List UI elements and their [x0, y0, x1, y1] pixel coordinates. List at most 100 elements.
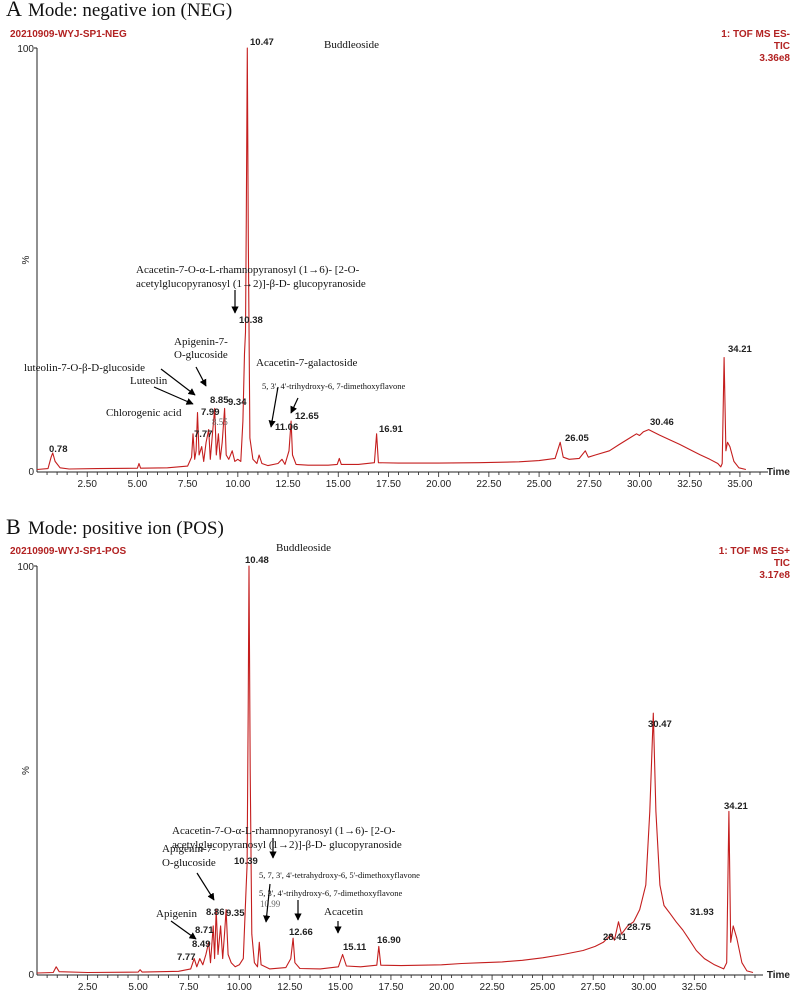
compound-annotation: acetylglucopyranosyl (1→2)]-β-D- glucopy…	[172, 839, 402, 851]
peak-label: 8.85	[210, 395, 229, 406]
peak-label: 16.90	[377, 935, 401, 946]
peak-label: 30.47	[648, 719, 672, 730]
panel-b: B Mode: positive ion (POS) 20210909-WYJ-SP…	[6, 514, 790, 992]
x-tick-label: 5.00	[128, 982, 148, 992]
detector-info: TIC	[774, 41, 790, 52]
x-tick-label: 7.50	[178, 479, 198, 490]
annotation-arrow	[160, 368, 196, 396]
panel-title: Mode: negative ion (NEG)	[28, 0, 232, 21]
compound-annotation: Acacetin	[324, 906, 364, 918]
x-tick-label: 17.50	[378, 982, 403, 992]
peak-label: 9.35	[226, 908, 245, 919]
peak-label: 11.06	[275, 422, 298, 433]
compound-annotation: acetylglucopyranosyl (1→2)]-β-D- glucopy…	[136, 278, 366, 290]
compound-annotation: Buddleoside	[324, 39, 379, 51]
x-tick-label: 10.00	[227, 982, 252, 992]
compound-annotation: Acacetin-7-O-α-L-rhamnopyranosyl (1→6)- …	[172, 825, 396, 837]
compound-annotation: Chlorogenic acid	[106, 407, 182, 419]
x-tick-label: 2.50	[77, 479, 97, 490]
detector-info: TIC	[774, 558, 790, 569]
annotation-arrow	[290, 397, 299, 414]
compound-annotation: Apigenin-7-	[162, 843, 216, 855]
detector-info: 3.36e8	[759, 53, 790, 64]
peak-label: 34.21	[728, 344, 752, 355]
peak-label: 7.77	[194, 429, 213, 440]
x-tick-label: 15.00	[326, 479, 351, 490]
x-axis-title: Time	[767, 970, 791, 981]
y-axis-label: %	[21, 255, 32, 264]
panel-letter: B	[6, 514, 21, 539]
x-tick-label: 22.50	[480, 982, 505, 992]
x-tick-label: 27.50	[581, 982, 606, 992]
x-tick-label: 32.50	[682, 982, 707, 992]
peak-label: 15.11	[343, 942, 367, 953]
compound-annotation: Buddleoside	[276, 542, 331, 554]
x-tick-label: 17.50	[376, 479, 401, 490]
tic-trace	[36, 47, 747, 471]
peak-label: 10.48	[245, 555, 269, 566]
peak-label: 9.34	[228, 397, 247, 408]
y-tick-label: 0	[28, 467, 34, 478]
x-tick-label: 25.00	[530, 982, 555, 992]
peak-label: 30.46	[650, 417, 674, 428]
x-tick-label: 35.00	[727, 479, 752, 490]
x-tick-label: 32.50	[677, 479, 702, 490]
detector-info: 1: TOF MS ES-	[721, 29, 790, 40]
peak-label: 10.47	[250, 37, 274, 48]
x-tick-label: 30.00	[631, 982, 656, 992]
compound-annotation: 5, 3', 4'-trihydroxy-6, 7-dimethoxyflavo…	[262, 381, 406, 391]
peak-label: 34.21	[724, 801, 748, 812]
compound-annotation: luteolin-7-O-β-D-glucoside	[24, 362, 145, 374]
annotation-arrow	[263, 883, 271, 923]
x-tick-label: 12.50	[276, 479, 301, 490]
detector-info: 3.17e8	[759, 570, 790, 581]
peak-label: 8.71	[195, 925, 214, 936]
compound-annotation: Apigenin	[156, 908, 197, 920]
y-tick-label: 0	[28, 970, 34, 981]
peak-label: 10.99	[260, 899, 281, 909]
x-tick-label: 22.50	[476, 479, 501, 490]
peak-label: 0.78	[49, 444, 68, 455]
sample-name: 20210909-WYJ-SP1-NEG	[10, 29, 127, 40]
tic-trace	[36, 565, 754, 974]
compound-annotation: O-glucoside	[174, 349, 228, 361]
peak-label: 28.75	[627, 922, 651, 933]
compound-annotation: Apigenin-7-	[174, 336, 228, 348]
y-axis-label: %	[21, 766, 32, 775]
annotation-arrow	[196, 872, 215, 901]
peak-label: 7.77	[177, 952, 196, 963]
peak-label: 16.91	[379, 424, 403, 435]
x-tick-label: 20.00	[426, 479, 451, 490]
peak-label: 8.49	[192, 939, 211, 950]
peak-label: 8.55	[212, 417, 228, 427]
compound-annotation: O-glucoside	[162, 857, 216, 869]
peak-label: 10.39	[234, 856, 258, 867]
x-tick-label: 10.00	[225, 479, 250, 490]
panel-title: Mode: positive ion (POS)	[28, 518, 224, 539]
detector-info: 1: TOF MS ES+	[719, 546, 790, 557]
compound-annotation: Acacetin-7-O-α-L-rhamnopyranosyl (1→6)- …	[136, 264, 360, 276]
peak-label: 28.41	[603, 932, 627, 943]
annotation-arrow	[268, 386, 279, 428]
x-tick-label: 20.00	[429, 982, 454, 992]
peak-label: 12.66	[289, 927, 313, 938]
annotation-arrow	[195, 366, 207, 387]
peak-label: 31.93	[690, 907, 714, 918]
x-tick-label: 25.00	[527, 479, 552, 490]
annotation-arrow	[170, 920, 197, 940]
sample-name: 20210909-WYJ-SP1-POS	[10, 546, 127, 557]
panel-a: A Mode: negative ion (NEG) 20210909-WYJ-SP…	[6, 0, 790, 490]
panel-letter: A	[6, 0, 22, 21]
x-tick-label: 5.00	[128, 479, 148, 490]
peak-label: 10.38	[239, 315, 263, 326]
compound-annotation: 5, 3', 4'-trihydroxy-6, 7-dimethoxyflavo…	[259, 888, 403, 898]
x-tick-label: 30.00	[627, 479, 652, 490]
x-tick-label: 2.50	[78, 982, 98, 992]
peak-label: 26.05	[565, 433, 589, 444]
compound-annotation: Luteolin	[130, 375, 168, 387]
peak-label: 12.65	[295, 411, 319, 422]
peak-label: 7.99	[201, 407, 220, 418]
y-tick-label: 100	[17, 44, 34, 55]
annotation-arrow	[153, 386, 194, 405]
